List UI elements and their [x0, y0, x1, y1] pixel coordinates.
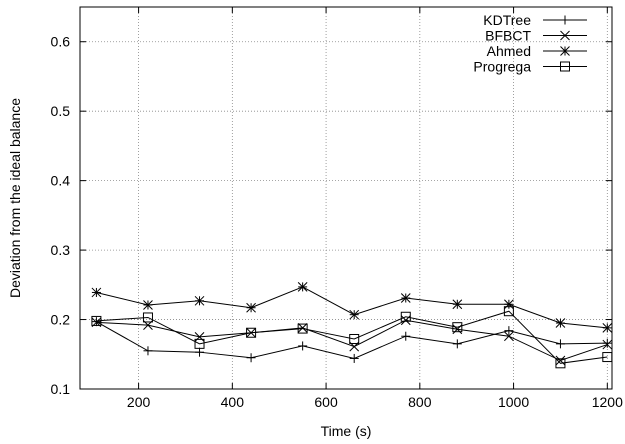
data-point-kdtree — [452, 339, 462, 349]
data-point-bfbct — [555, 355, 566, 366]
x-tick-label: 1000 — [498, 394, 529, 410]
data-point-progrega — [555, 358, 566, 369]
data-point-ahmed — [555, 318, 566, 328]
data-point-ahmed — [91, 287, 102, 298]
data-point-kdtree — [143, 346, 153, 356]
data-point-kdtree — [504, 326, 514, 336]
data-point-progrega — [452, 322, 463, 333]
x-axis-label: Time (s) — [321, 423, 372, 439]
data-point-ahmed — [602, 323, 613, 333]
data-point-ahmed — [246, 302, 256, 313]
legend-marker — [560, 30, 570, 41]
y-tick-label: 0.3 — [51, 242, 71, 258]
data-point-ahmed — [143, 300, 153, 310]
data-point-kdtree — [555, 339, 565, 349]
legend-item-kdtree: KDTree — [483, 12, 587, 28]
legend-item-bfbct: BFBCT — [485, 28, 587, 44]
data-point-bfbct — [602, 339, 613, 350]
legend-item-progrega: Progrega — [473, 59, 587, 75]
data-point-kdtree — [602, 338, 612, 348]
data-point-ahmed — [504, 299, 514, 310]
legend-label: Progrega — [473, 59, 531, 75]
series-markers — [91, 282, 613, 369]
data-point-kdtree — [298, 341, 308, 351]
x-tick-labels: 200 400 600 800 1000 1200 — [127, 394, 623, 410]
y-axis-label: Deviation from the ideal balance — [7, 98, 23, 298]
legend-marker — [560, 46, 570, 56]
data-point-progrega — [400, 311, 411, 322]
x-tick-label: 1200 — [592, 394, 623, 410]
data-point-progrega — [194, 338, 205, 349]
y-tick-label: 0.6 — [51, 34, 71, 50]
legend-label: Ahmed — [487, 43, 531, 59]
data-point-progrega — [503, 306, 514, 317]
data-point-bfbct — [246, 327, 256, 338]
data-point-progrega — [349, 333, 360, 344]
plot-frame — [79, 6, 613, 390]
x-tick-label: 800 — [408, 394, 432, 410]
data-point-progrega — [297, 323, 308, 334]
legend-label: BFBCT — [485, 28, 531, 44]
data-point-ahmed — [297, 282, 308, 292]
legend-item-ahmed: Ahmed — [487, 43, 587, 59]
data-point-kdtree — [246, 353, 256, 363]
data-point-ahmed — [349, 309, 360, 320]
y-tick-label: 0.5 — [51, 103, 71, 119]
x-tick-label: 400 — [221, 394, 245, 410]
x-tick-label: 600 — [314, 394, 338, 410]
series-line-ahmed — [96, 286, 608, 329]
series-line-kdtree — [96, 321, 608, 359]
x-tick-label: 200 — [127, 394, 151, 410]
data-point-kdtree — [401, 331, 411, 341]
data-point-progrega — [91, 315, 102, 326]
data-point-bfbct — [504, 331, 514, 342]
data-point-ahmed — [452, 299, 463, 310]
data-point-progrega — [142, 312, 153, 323]
series-line-progrega — [96, 310, 608, 364]
data-point-bfbct — [400, 315, 411, 326]
series-lines — [96, 286, 608, 364]
y-tick-label: 0.1 — [51, 381, 71, 397]
y-tick-label: 0.4 — [51, 173, 71, 189]
data-point-ahmed — [400, 293, 411, 303]
gridlines — [80, 7, 612, 390]
legend-marker — [560, 61, 570, 72]
legend-label: KDTree — [483, 12, 531, 28]
y-tick-label: 0.2 — [51, 312, 71, 328]
y-tick-labels: 0.1 0.2 0.3 0.4 0.5 0.6 — [51, 34, 71, 397]
data-point-progrega — [246, 327, 257, 338]
data-point-bfbct — [452, 324, 463, 335]
data-point-kdtree — [195, 347, 205, 357]
data-point-kdtree — [349, 353, 359, 363]
axis-ticks — [80, 7, 612, 390]
data-point-ahmed — [194, 295, 205, 306]
data-point-bfbct — [194, 332, 205, 342]
legend-marker — [560, 15, 570, 25]
series-line-bfbct — [96, 319, 608, 362]
data-point-bfbct — [297, 323, 308, 333]
